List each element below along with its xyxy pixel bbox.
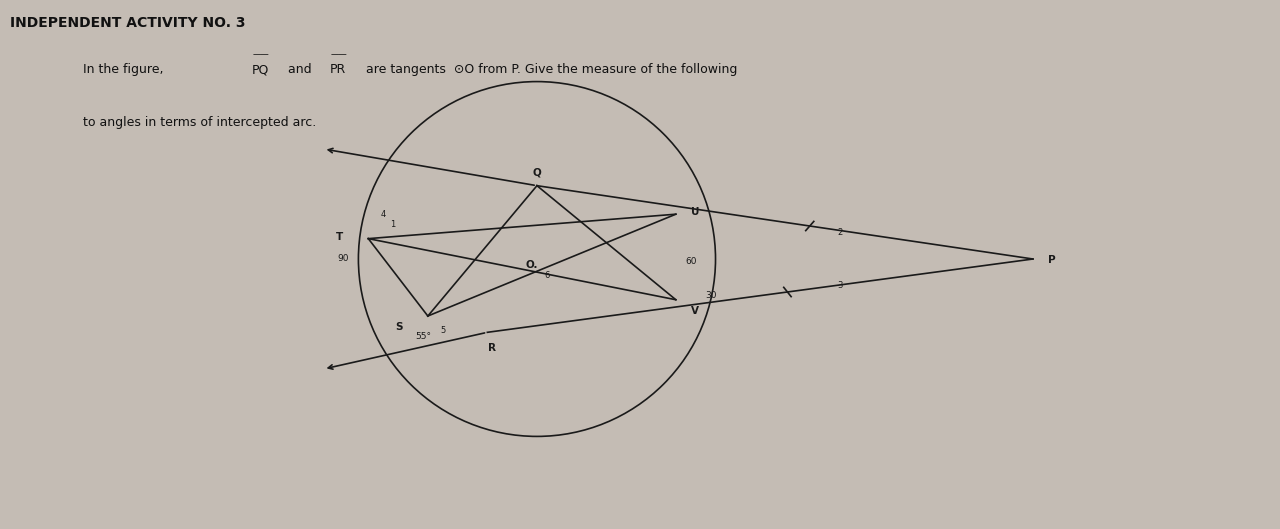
Text: T: T	[337, 232, 343, 242]
Text: 3: 3	[837, 281, 842, 290]
Text: 2: 2	[837, 228, 842, 237]
Text: P: P	[1048, 255, 1056, 265]
Text: 1: 1	[390, 220, 396, 229]
Text: 4: 4	[380, 209, 385, 218]
Text: R: R	[489, 342, 497, 352]
Text: PR: PR	[330, 63, 347, 77]
Text: 55°: 55°	[415, 332, 431, 341]
Text: ——: ——	[252, 50, 269, 59]
Text: 6: 6	[544, 271, 549, 280]
Text: U: U	[691, 207, 699, 217]
Text: to angles in terms of intercepted arc.: to angles in terms of intercepted arc.	[83, 116, 316, 130]
Text: 30: 30	[705, 291, 717, 300]
Text: INDEPENDENT ACTIVITY NO. 3: INDEPENDENT ACTIVITY NO. 3	[10, 16, 246, 30]
Text: Q: Q	[532, 168, 541, 178]
Text: PQ: PQ	[252, 63, 270, 77]
Text: In the figure,: In the figure,	[83, 63, 168, 77]
Text: 5: 5	[440, 326, 445, 335]
Text: and: and	[284, 63, 316, 77]
Text: V: V	[691, 306, 699, 316]
Text: 60: 60	[685, 257, 696, 266]
Text: S: S	[396, 322, 403, 332]
Text: 90: 90	[338, 254, 349, 263]
Text: are tangents  ⊙O from P. Give the measure of the following: are tangents ⊙O from P. Give the measure…	[362, 63, 737, 77]
Text: ——: ——	[330, 50, 347, 59]
Text: O.: O.	[526, 260, 539, 270]
